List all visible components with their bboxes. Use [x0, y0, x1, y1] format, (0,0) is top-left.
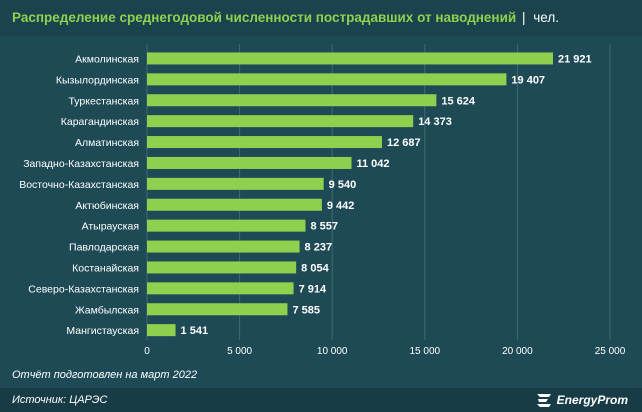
- data-label: 8 054: [301, 262, 329, 274]
- data-label: 19 407: [511, 74, 545, 86]
- data-label: 21 921: [558, 53, 592, 65]
- data-label: 14 373: [418, 116, 452, 128]
- category-label: Туркестанская: [68, 95, 139, 107]
- data-label: 9 540: [329, 179, 357, 191]
- category-label: Павлодарская: [69, 242, 139, 254]
- title-text: Распределение среднегодовой численности …: [12, 10, 517, 25]
- x-tick-label: 0: [144, 346, 150, 357]
- bar: [147, 198, 322, 211]
- x-tick-label: 25 000: [595, 346, 626, 357]
- x-tick-label: 15 000: [410, 346, 441, 357]
- category-label: Жамбылская: [75, 304, 139, 316]
- category-label: Западно-Казахстанская: [23, 158, 139, 170]
- footer: Источник: ЦАРЭС EnergyProm: [0, 388, 642, 412]
- data-label: 9 442: [327, 200, 355, 212]
- bar: [147, 156, 352, 169]
- category-label: Атырауская: [82, 221, 139, 233]
- bar: [147, 94, 437, 107]
- category-label: Северо-Казахстанская: [28, 283, 139, 295]
- bar: [147, 136, 382, 149]
- brand-logo: EnergyProm: [535, 391, 628, 409]
- data-label: 8 557: [310, 221, 338, 233]
- bar: [147, 324, 176, 337]
- data-label: 12 687: [387, 137, 421, 149]
- bar: [147, 282, 294, 295]
- bar: [147, 115, 414, 128]
- title-bar: [0, 0, 642, 36]
- data-label: 7 585: [292, 304, 320, 316]
- bar: [147, 177, 324, 190]
- chart-title: Распределение среднегодовой численности …: [12, 10, 559, 25]
- bar: [147, 240, 300, 253]
- bar: [147, 261, 297, 274]
- category-label: Костанайская: [72, 262, 139, 274]
- unit-label: чел.: [533, 10, 559, 25]
- bar: [147, 73, 507, 86]
- category-label: Кызылординская: [56, 74, 139, 86]
- data-label: 7 914: [299, 283, 327, 295]
- x-tick-label: 20 000: [502, 346, 533, 357]
- data-label: 15 624: [441, 95, 476, 107]
- report-note: Отчёт подготовлен на март 2022: [12, 369, 198, 381]
- bar: [147, 219, 306, 232]
- source-label: Источник: ЦАРЭС: [12, 394, 108, 406]
- data-label: 8 237: [305, 242, 333, 254]
- category-label: Актюбинская: [75, 200, 139, 212]
- bar: [147, 52, 553, 65]
- data-label: 1 541: [181, 325, 209, 337]
- category-label: Восточно-Казахстанская: [19, 179, 139, 191]
- category-label: Алматинская: [75, 137, 139, 149]
- brand-name: EnergyProm: [556, 393, 628, 407]
- category-label: Акмолинская: [75, 53, 139, 65]
- data-label: 11 042: [356, 158, 389, 170]
- bar: [147, 303, 288, 316]
- title-separator: |: [521, 10, 526, 25]
- lightning-icon: [536, 394, 551, 407]
- category-label: Мангистауская: [66, 325, 139, 337]
- category-label: Карагандинская: [61, 116, 139, 128]
- x-tick-label: 5 000: [227, 346, 252, 357]
- x-tick-label: 10 000: [317, 346, 348, 357]
